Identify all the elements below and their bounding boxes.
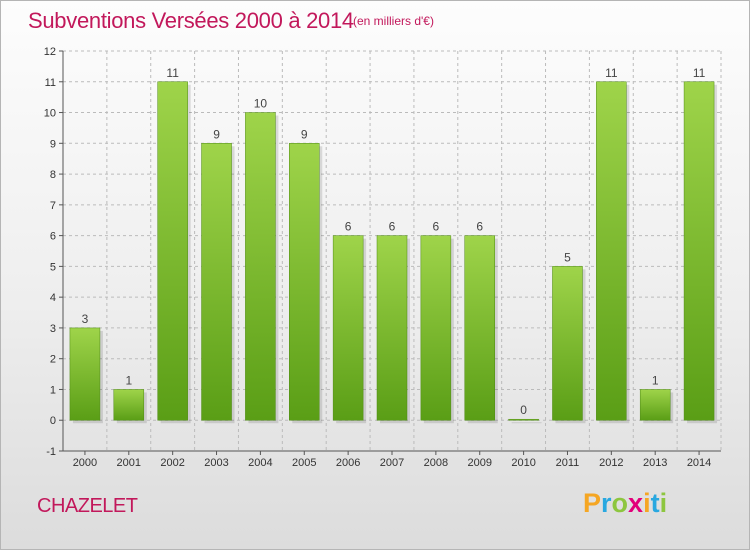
y-tick-label: 0	[50, 415, 56, 427]
data-label: 1	[652, 373, 659, 387]
bar-2010	[508, 418, 539, 421]
x-tick-label: 2005	[292, 457, 316, 469]
bar-2009	[464, 235, 495, 421]
chart-subtitle: (en milliers d'€)	[353, 14, 434, 28]
x-tick-label: 2002	[160, 457, 184, 469]
logo-letter: i	[659, 488, 668, 518]
x-tick-label: 2000	[73, 457, 97, 469]
commune-name: CHAZELET	[37, 495, 138, 517]
y-tick-label: 5	[50, 261, 56, 273]
data-label: 3	[82, 312, 89, 326]
bar-2006	[332, 235, 364, 421]
x-tick-label: 2010	[511, 457, 535, 469]
bar-2003	[201, 143, 232, 421]
y-tick-label: 9	[50, 138, 56, 150]
bar-2012	[596, 81, 627, 421]
x-tick-label: 2006	[336, 457, 360, 469]
x-tick-label: 2012	[599, 457, 623, 469]
x-tick-label: 2001	[117, 457, 141, 469]
logo-letter: P	[583, 488, 602, 518]
logo-letter: i	[643, 488, 651, 518]
x-tick-label: 2007	[380, 457, 404, 469]
bar-2004	[245, 112, 276, 421]
y-tick-label: 1	[50, 384, 56, 396]
data-label: 6	[389, 220, 396, 234]
bar-2005	[289, 143, 320, 421]
data-label: 11	[166, 66, 179, 80]
data-label: 10	[254, 97, 268, 111]
x-tick-label: 2014	[687, 457, 711, 469]
data-label: 9	[213, 127, 220, 141]
chart-title: Subventions Versées 2000 à 2014	[28, 8, 354, 33]
bar-2008	[420, 235, 452, 421]
data-label: 11	[693, 66, 706, 80]
logo-letter: o	[611, 488, 629, 518]
x-tick-label: 2013	[643, 457, 667, 469]
x-tick-label: 2008	[424, 457, 448, 469]
y-tick-label: -1	[46, 446, 56, 458]
y-tick-label: 3	[50, 323, 56, 335]
bar-2014	[683, 81, 715, 421]
bars	[69, 81, 718, 424]
y-tick-label: 2	[50, 354, 56, 366]
data-label: 0	[520, 403, 527, 417]
y-tick-label: 7	[50, 200, 56, 212]
data-label: 6	[476, 220, 483, 234]
data-label: 5	[564, 250, 571, 264]
y-tick-label: 4	[50, 292, 56, 304]
logo-letter: r	[601, 488, 612, 518]
logo-letter: t	[650, 488, 660, 518]
y-tick-label: 6	[50, 231, 56, 243]
x-tick-label: 2011	[556, 457, 580, 469]
data-label: 6	[345, 220, 352, 234]
x-tick-label: 2003	[204, 457, 228, 469]
bar-2002	[157, 81, 188, 421]
x-tick-label: 2004	[248, 457, 272, 469]
data-label: 1	[125, 373, 132, 387]
bar-2011	[552, 266, 583, 421]
logo-letter: x	[628, 488, 644, 518]
axes	[59, 50, 721, 455]
labels: -101234567891011123200012001112002920031…	[44, 46, 712, 469]
bar-2001	[113, 389, 145, 421]
bar-2007	[376, 235, 408, 421]
bar-shadow	[511, 422, 542, 424]
data-label: 9	[301, 127, 308, 141]
proxiti-logo: Proxiti	[583, 488, 667, 519]
data-label: 6	[433, 220, 440, 234]
bar-2013	[639, 389, 671, 421]
y-tick-label: 10	[44, 108, 56, 120]
bar-2000	[69, 327, 101, 421]
x-tick-label: 2009	[467, 457, 491, 469]
y-tick-label: 11	[45, 77, 56, 89]
data-label: 11	[605, 66, 618, 80]
y-tick-label: 8	[50, 169, 56, 181]
y-tick-label: 12	[44, 46, 56, 58]
